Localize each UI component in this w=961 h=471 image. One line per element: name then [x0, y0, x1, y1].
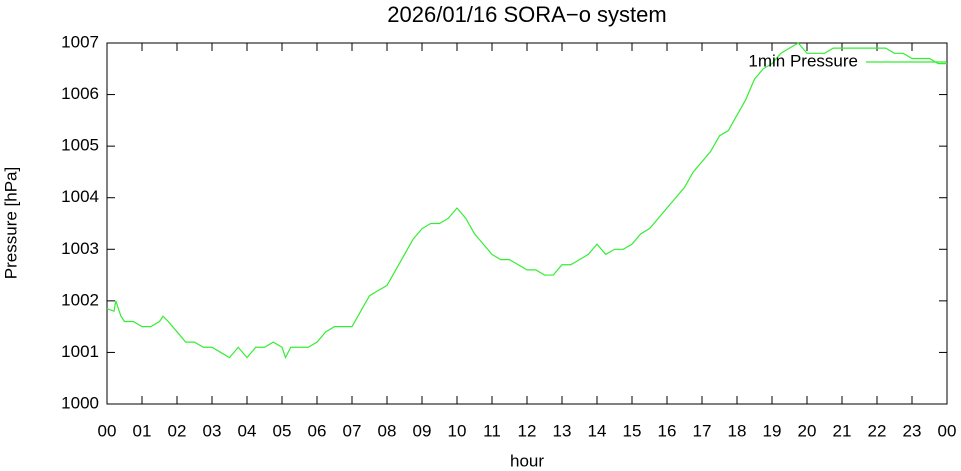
x-tick-label: 15	[623, 421, 642, 440]
x-tick-label: 03	[203, 421, 222, 440]
x-tick-label: 11	[483, 421, 501, 440]
y-tick-label: 1006	[61, 84, 99, 103]
x-tick-label: 19	[763, 421, 782, 440]
data-line	[106, 42, 947, 360]
legend-label: 1min Pressure	[748, 51, 858, 70]
y-tick-label: 1001	[61, 342, 99, 361]
x-tick-label: 23	[903, 421, 922, 440]
x-tick-label: 05	[273, 421, 292, 440]
x-tick-label: 17	[693, 421, 712, 440]
x-tick-label: 08	[378, 421, 397, 440]
x-tick-label: 13	[553, 421, 572, 440]
y-tick-label: 1005	[61, 136, 99, 155]
x-tick-label: 14	[588, 421, 607, 440]
x-tick-label: 04	[238, 421, 257, 440]
x-tick-label: 00	[938, 421, 957, 440]
x-tick-label: 22	[868, 421, 887, 440]
x-tick-label: 01	[133, 421, 152, 440]
x-tick-label: 00	[98, 421, 117, 440]
x-tick-label: 12	[518, 421, 537, 440]
x-tick-label: 10	[448, 421, 467, 440]
chart-title: 2026/01/16 SORA−o system	[387, 2, 666, 27]
y-tick-label: 1002	[61, 290, 99, 309]
x-tick-label: 02	[168, 421, 187, 440]
x-tick-label: 09	[413, 421, 432, 440]
y-tick-label: 1004	[61, 187, 99, 206]
x-tick-label: 07	[343, 421, 362, 440]
y-axis-label: Pressure [hPa]	[1, 167, 20, 279]
x-tick-label: 06	[308, 421, 327, 440]
y-tick-label: 1000	[61, 393, 99, 412]
x-tick-label: 16	[658, 421, 677, 440]
y-tick-label: 1007	[61, 32, 99, 51]
plot-frame	[106, 42, 948, 405]
x-axis-label: hour	[510, 451, 544, 470]
x-tick-label: 18	[728, 421, 747, 440]
x-tick-label: 21	[833, 421, 852, 440]
x-tick-label: 20	[798, 421, 817, 440]
y-tick-label: 1003	[61, 239, 99, 258]
